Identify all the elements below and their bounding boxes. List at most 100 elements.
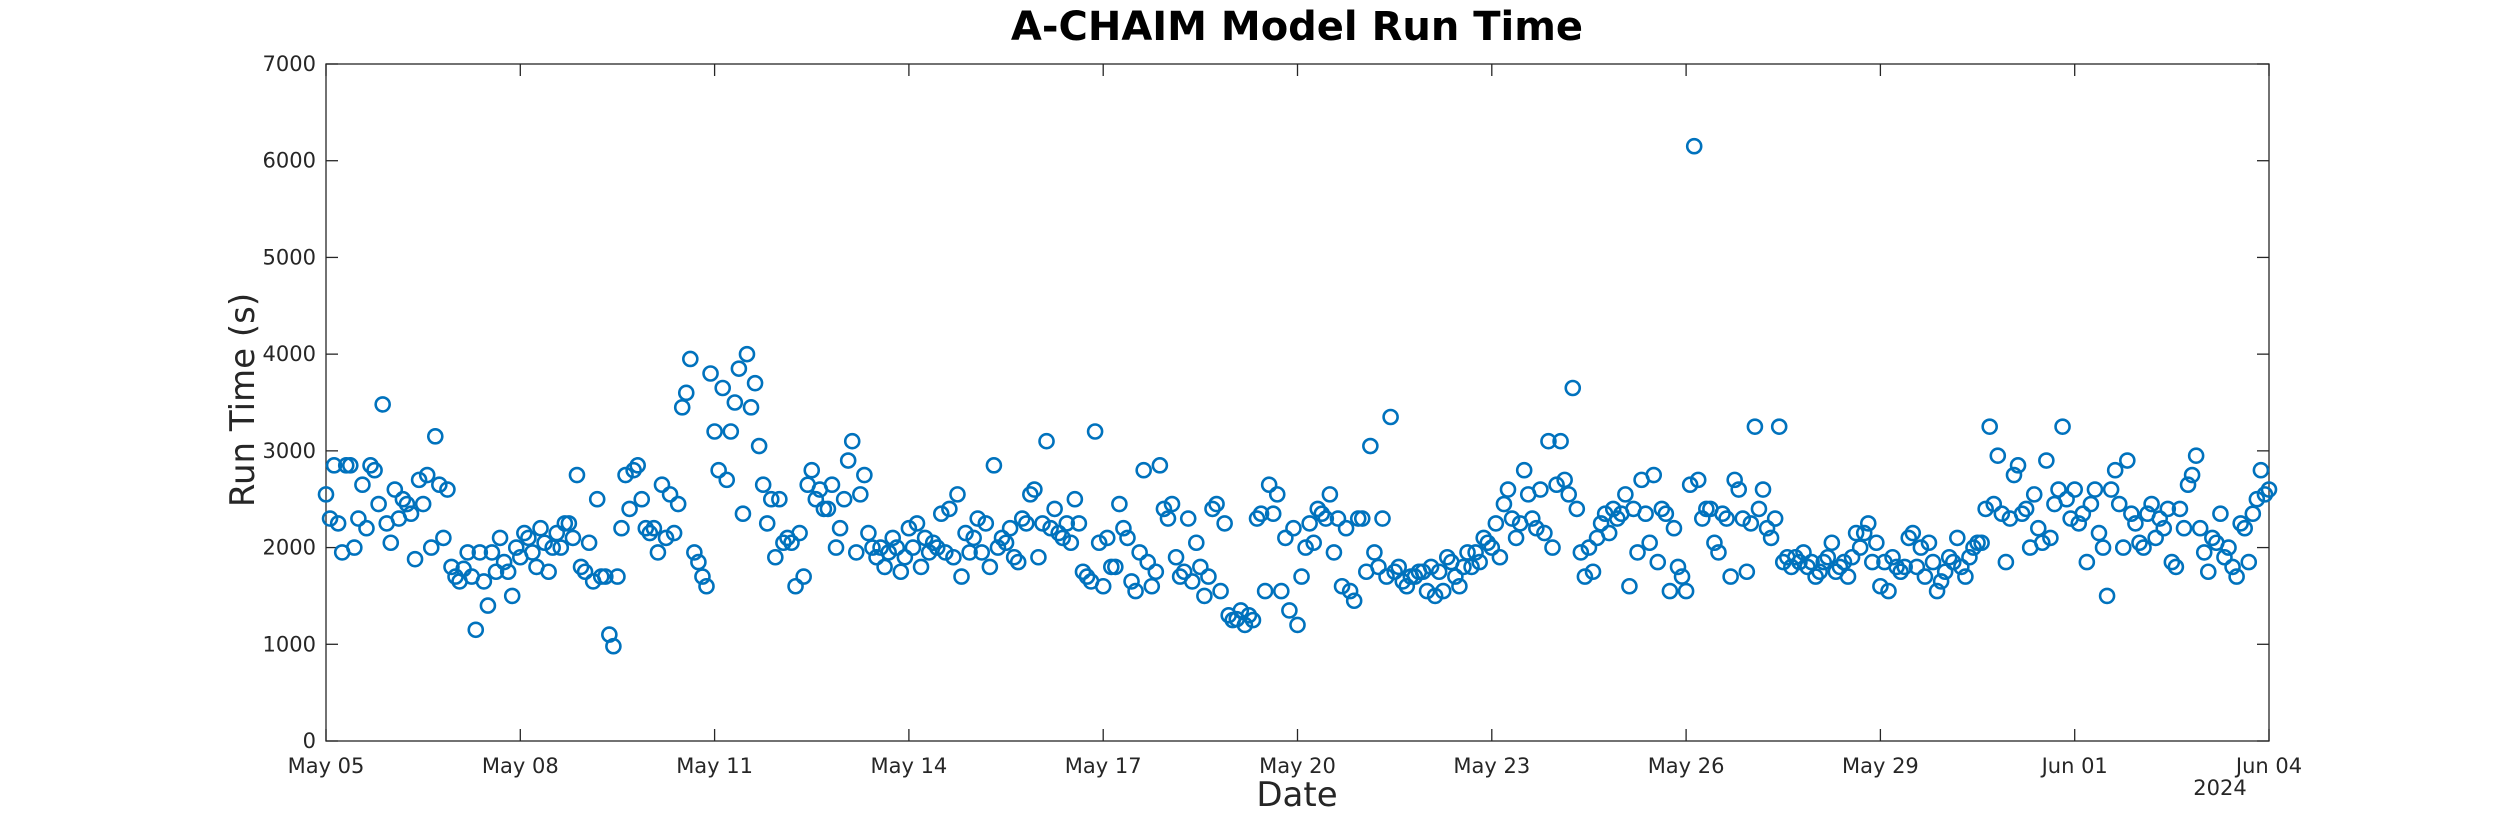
data-point [532, 519, 549, 537]
data-point [1236, 616, 1254, 634]
data-point [552, 539, 570, 556]
data-point [1677, 582, 1695, 600]
data-point [981, 558, 999, 576]
data-point [1681, 476, 1699, 494]
data-point [746, 374, 764, 392]
data-point [835, 490, 853, 508]
data-point [370, 495, 387, 513]
data-point [1451, 577, 1468, 595]
data-point [2102, 481, 2120, 498]
data-point [1706, 534, 1723, 552]
data-point [742, 399, 760, 416]
data-point [1868, 534, 1885, 552]
data-point [993, 529, 1011, 547]
data-point [1560, 486, 1578, 503]
data-point [1617, 486, 1634, 503]
data-point [754, 476, 772, 494]
data-point [1495, 495, 1513, 513]
data-point [467, 621, 485, 639]
data-point [1912, 539, 1930, 556]
data-point [1932, 573, 1950, 590]
data-point [2074, 505, 2092, 523]
data-point [876, 558, 893, 576]
data-point [908, 515, 926, 532]
data-point [686, 544, 703, 561]
data-point [1026, 481, 1043, 498]
data-point [1127, 582, 1144, 600]
data-point [1434, 582, 1452, 600]
data-point [346, 539, 363, 556]
data-point [1248, 510, 1266, 527]
data-point [487, 563, 505, 581]
x-axis: May 05 May 08 May 11 May 14 May 17 May 20 May … [288, 64, 2302, 778]
data-point [1993, 505, 2011, 523]
data-point [1022, 486, 1039, 503]
data-point [1896, 558, 1913, 576]
data-point [2204, 529, 2221, 547]
data-point [682, 350, 699, 368]
data-point [1329, 510, 1347, 527]
data-point [706, 423, 723, 440]
data-point [2167, 558, 2185, 576]
data-point [2029, 519, 2047, 537]
data-point [1576, 568, 1594, 585]
data-point [2119, 452, 2136, 469]
data-point [1196, 587, 1213, 605]
data-point [443, 558, 460, 576]
data-point [843, 432, 861, 450]
data-series [317, 137, 2278, 655]
data-point [1115, 519, 1132, 537]
data-point [483, 544, 501, 561]
data-point [1523, 510, 1541, 527]
data-point [1604, 500, 1622, 518]
x-tick-label: May 26 [1648, 754, 1725, 778]
data-point [1341, 582, 1359, 600]
data-point [2159, 500, 2177, 518]
data-point [2078, 553, 2096, 571]
data-point [1884, 548, 1901, 566]
data-point [1418, 582, 1436, 600]
data-point [576, 563, 594, 581]
data-point [1098, 529, 1116, 547]
data-point [827, 539, 845, 556]
data-point [426, 428, 444, 445]
data-point [406, 550, 424, 568]
data-point [1333, 577, 1351, 595]
y-tick-label: 6000 [263, 149, 316, 173]
data-point [1090, 534, 1108, 552]
data-point [1313, 505, 1331, 523]
data-point [2224, 558, 2241, 576]
data-point [892, 563, 910, 581]
data-point [1386, 563, 1403, 581]
data-point [884, 529, 902, 547]
data-point [941, 500, 958, 518]
data-point [1034, 515, 1051, 532]
data-point [1766, 510, 1784, 527]
data-point [2212, 505, 2229, 523]
data-point [1070, 515, 1088, 532]
data-point [924, 534, 942, 552]
data-point [1135, 461, 1152, 479]
data-point [973, 544, 991, 561]
data-point [937, 544, 954, 561]
data-point [1268, 486, 1286, 503]
x-tick-label: May 29 [1842, 754, 1919, 778]
data-point [1050, 524, 1067, 542]
data-point [354, 476, 371, 494]
data-point [1163, 495, 1181, 513]
data-point [2110, 495, 2128, 513]
data-point [1953, 558, 1970, 576]
data-point [2058, 490, 2075, 508]
data-point [2050, 481, 2067, 498]
data-point [1337, 519, 1355, 537]
data-point [888, 539, 906, 556]
data-point [900, 519, 918, 537]
data-point [471, 544, 489, 561]
data-point [714, 379, 732, 397]
data-point [1730, 481, 1748, 498]
data-point [1936, 563, 1954, 581]
data-point [1208, 495, 1225, 513]
data-point [2199, 563, 2217, 581]
data-point [1532, 481, 1549, 498]
data-point [1483, 539, 1501, 556]
